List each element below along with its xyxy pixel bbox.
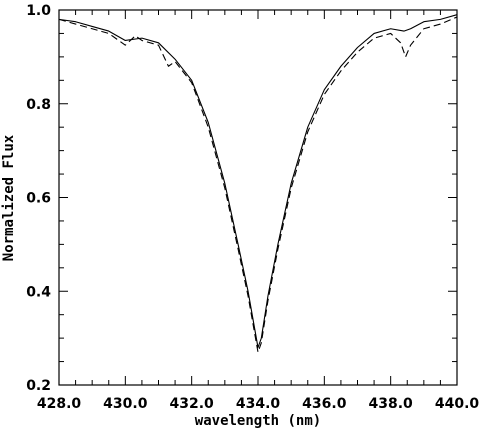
- x-tick-label: 428.0: [37, 396, 82, 412]
- y-tick-label: 0.4: [26, 284, 51, 300]
- x-tick-label: 432.0: [170, 396, 215, 412]
- y-tick-label: 1.0: [26, 3, 51, 19]
- observed-spectrum-line: [58, 14, 458, 349]
- x-tick-label: 436.0: [302, 396, 347, 412]
- y-tick-label: 0.8: [26, 97, 51, 113]
- y-tick-label: 0.6: [26, 191, 51, 207]
- x-tick-label: 430.0: [103, 396, 148, 412]
- plot-frame: [58, 9, 458, 386]
- x-axis-label: wavelength (nm): [195, 413, 321, 429]
- tick-labels: 428.0 430.0 432.0 434.0 436.0 438.0 440.0 0.2 0.…: [26, 3, 479, 412]
- y-tick-label: 0.2: [26, 378, 51, 394]
- model-spectrum-line: [58, 16, 458, 353]
- x-tick-label: 440.0: [435, 396, 480, 412]
- y-axis-label: Normalized Flux: [1, 134, 17, 261]
- axis-ticks: [58, 9, 458, 386]
- spectrum-series: [58, 14, 458, 353]
- x-tick-label: 438.0: [369, 396, 414, 412]
- x-tick-label: 434.0: [236, 396, 281, 412]
